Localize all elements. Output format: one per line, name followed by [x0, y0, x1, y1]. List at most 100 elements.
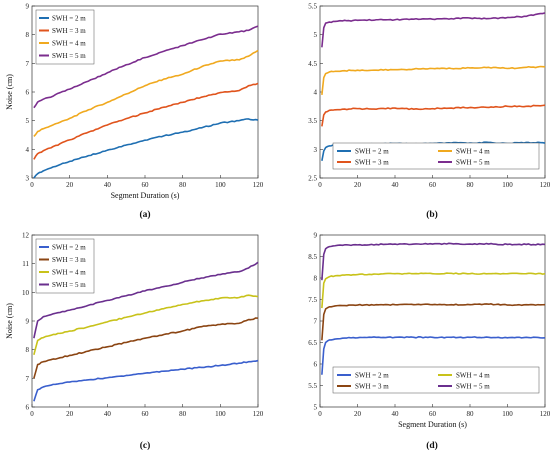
series-line-2m — [33, 118, 259, 179]
y-tick-label: 3 — [26, 175, 30, 183]
x-tick-label: 20 — [66, 181, 74, 189]
x-tick-label: 100 — [215, 410, 226, 418]
legend-entry: SWH = 2 m — [355, 372, 389, 380]
chart-panel-d: 0 20 40 60 80 100 120 5 5.5 6 6.5 7 7.5 8 8.5 9 Segment … — [308, 232, 550, 452]
y-tick-label: 8 — [314, 275, 318, 283]
legend-entry: SWH = 3 m — [355, 159, 389, 167]
x-tick-label: 120 — [540, 410, 550, 418]
legend-entry: SWH = 2 m — [355, 148, 389, 156]
x-axis-label: Segment Duration (s) — [398, 420, 467, 429]
x-tick-label: 0 — [30, 181, 34, 189]
y-tick-label: 12 — [22, 232, 30, 240]
y-tick-label: 6 — [26, 89, 30, 97]
y-tick-label: 4.5 — [308, 60, 317, 68]
panel-label: (d) — [426, 440, 438, 451]
y-tick-label: 6 — [26, 404, 30, 412]
x-tick-label: 80 — [467, 410, 475, 418]
legend-box — [332, 366, 540, 394]
x-tick-label: 100 — [215, 181, 226, 189]
series-line-3m — [33, 82, 259, 160]
series-line-3m — [33, 317, 259, 379]
legend-entry: SWH = 4 m — [456, 372, 490, 380]
y-tick-label: 7 — [26, 375, 30, 383]
legend-entry: SWH = 4 m — [456, 148, 490, 156]
series-line-2m — [321, 336, 546, 375]
y-tick-label: 5 — [314, 404, 318, 412]
legend-entry: SWH = 5 m — [52, 52, 86, 60]
x-tick-label: 60 — [142, 181, 150, 189]
legend-entry: SWH = 3 m — [52, 27, 86, 35]
y-tick-label: 4 — [314, 89, 318, 97]
legend-entry: SWH = 2 m — [52, 15, 86, 23]
panel-label: (c) — [140, 440, 151, 451]
y-tick-label: 6.5 — [308, 339, 317, 347]
chart-panel-a: 0 20 40 60 80 100 120 3 4 5 6 7 8 9 Segment Duration (… — [5, 3, 264, 221]
y-tick-label: 8 — [26, 31, 30, 39]
y-tick-label: 7.5 — [308, 296, 317, 304]
x-tick-label: 80 — [179, 410, 187, 418]
legend-entry: SWH = 5 m — [52, 281, 86, 289]
x-tick-label: 120 — [253, 410, 264, 418]
y-axis-label: Noise (cm) — [5, 74, 14, 110]
legend-entry: SWH = 5 m — [456, 383, 490, 391]
y-tick-label: 9 — [26, 318, 30, 326]
series-line-3m — [321, 104, 546, 127]
series-line-5m — [33, 25, 259, 109]
panel-label: (b) — [426, 209, 438, 220]
y-tick-label: 6 — [314, 361, 318, 369]
series-line-5m — [33, 261, 259, 339]
legend: SWH = 2 m SWH = 3 m SWH = 4 m SWH = 5 m — [332, 142, 540, 170]
y-tick-label: 3.5 — [308, 117, 317, 125]
legend-entry: SWH = 4 m — [52, 269, 86, 277]
x-tick-label: 60 — [429, 410, 437, 418]
x-tick-label: 20 — [354, 410, 362, 418]
legend-entry: SWH = 5 m — [456, 159, 490, 167]
y-tick-label: 5.5 — [308, 382, 317, 390]
y-tick-label: 4 — [26, 146, 30, 154]
x-tick-label: 60 — [429, 181, 437, 189]
x-tick-label: 0 — [30, 410, 34, 418]
legend-entry: SWH = 3 m — [52, 256, 86, 264]
x-axis-label: Segment Duration (s) — [111, 191, 180, 200]
y-tick-label: 7 — [314, 318, 318, 326]
x-tick-label: 120 — [253, 181, 264, 189]
x-tick-label: 40 — [104, 410, 112, 418]
y-tick-label: 8.5 — [308, 253, 317, 261]
x-tick-label: 80 — [467, 181, 475, 189]
series-line-3m — [321, 303, 546, 341]
y-tick-label: 10 — [22, 289, 30, 297]
x-tick-label: 20 — [66, 410, 74, 418]
legend: SWH = 2 m SWH = 3 m SWH = 4 m SWH = 5 m — [35, 9, 95, 65]
y-tick-label: 5 — [314, 31, 318, 39]
legend-box — [332, 142, 540, 170]
series-line-5m — [321, 12, 546, 48]
legend: SWH = 2 m SWH = 3 m SWH = 4 m SWH = 5 m — [332, 366, 540, 394]
x-tick-label: 0 — [318, 181, 322, 189]
y-tick-label: 5 — [26, 117, 30, 125]
y-tick-label: 9 — [314, 232, 318, 240]
y-tick-label: 9 — [26, 3, 30, 11]
x-tick-label: 40 — [104, 181, 112, 189]
series-line-2m — [33, 359, 259, 402]
y-tick-label: 5.5 — [308, 3, 317, 11]
panel-label: (a) — [139, 209, 150, 220]
x-tick-label: 120 — [540, 181, 550, 189]
x-tick-label: 100 — [502, 181, 513, 189]
y-tick-label: 7 — [26, 60, 30, 68]
legend-entry: SWH = 3 m — [355, 383, 389, 391]
chart-panel-c: 0 20 40 60 80 100 120 6 7 8 9 10 11 12 Noise (cm) SWH =… — [5, 232, 264, 452]
series-line-4m — [321, 272, 546, 309]
y-tick-label: 11 — [22, 260, 29, 268]
x-tick-label: 0 — [318, 410, 322, 418]
y-axis-label: Noise (cm) — [5, 303, 14, 339]
legend: SWH = 2 m SWH = 3 m SWH = 4 m SWH = 5 m — [35, 238, 95, 294]
series-line-4m — [321, 65, 546, 95]
legend-entry: SWH = 4 m — [52, 40, 86, 48]
x-tick-label: 20 — [354, 181, 362, 189]
series-line-4m — [33, 294, 259, 356]
legend-entry: SWH = 2 m — [52, 244, 86, 252]
x-tick-label: 60 — [142, 410, 150, 418]
series-line-4m — [33, 49, 259, 137]
y-tick-label: 3 — [314, 146, 318, 154]
